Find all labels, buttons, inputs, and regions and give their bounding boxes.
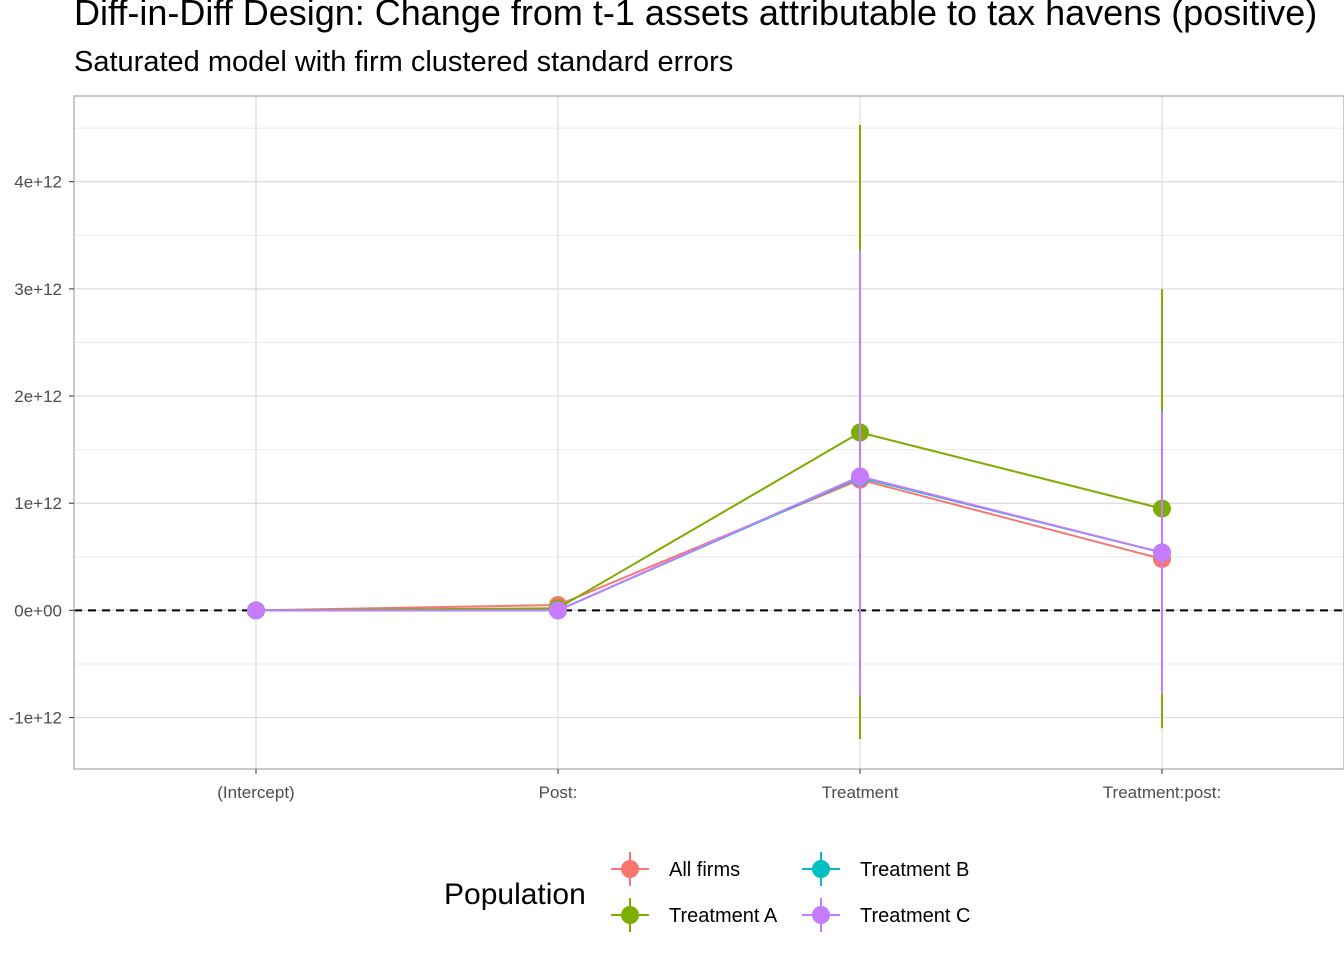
legend: Population All firms Treatment B Treatment… (444, 852, 970, 932)
x-tick-label: Treatment:post: (1103, 783, 1221, 802)
panel-border (73, 95, 1344, 770)
legend-label: All firms (669, 859, 740, 881)
data-point (1153, 543, 1171, 562)
legend-item-all-firms: All firms (611, 852, 740, 886)
y-tick-label: 2e+12 (14, 387, 62, 406)
series-line (256, 475, 1163, 612)
chart-subtitle: Saturated model with firm clustered stan… (74, 46, 734, 78)
legend-item-treatment-b: Treatment B (802, 852, 969, 886)
data-point (247, 601, 265, 620)
legend-label: Treatment B (860, 859, 969, 881)
legend-key-point (621, 860, 639, 878)
legend-key-point (621, 906, 639, 924)
y-tick-label: 4e+12 (14, 173, 62, 192)
data-point (851, 467, 869, 486)
y-tick-label: -1e+12 (9, 709, 62, 728)
y-tick-label: 1e+12 (14, 494, 62, 513)
x-tick-label: (Intercept) (217, 783, 294, 802)
legend-label: Treatment C (860, 905, 970, 927)
x-tick-label: Treatment (822, 783, 899, 802)
y-tick-label: 3e+12 (14, 280, 62, 299)
legend-title: Population (444, 878, 586, 911)
x-tick-label: Post: (539, 783, 578, 802)
legend-key-point (812, 906, 830, 924)
series-treatment-c (247, 251, 1171, 697)
data-point (549, 601, 567, 620)
y-tick-label: 0e+00 (14, 601, 62, 620)
legend-label: Treatment A (669, 905, 778, 927)
panel-background (74, 96, 1344, 769)
chart-title: Diff-in-Diff Design: Change from t-1 ass… (74, 0, 1318, 33)
legend-key-point (812, 860, 830, 878)
series-line (255, 431, 1163, 612)
legend-item-treatment-a: Treatment A (611, 898, 778, 932)
legend-item-treatment-c: Treatment C (802, 898, 970, 932)
